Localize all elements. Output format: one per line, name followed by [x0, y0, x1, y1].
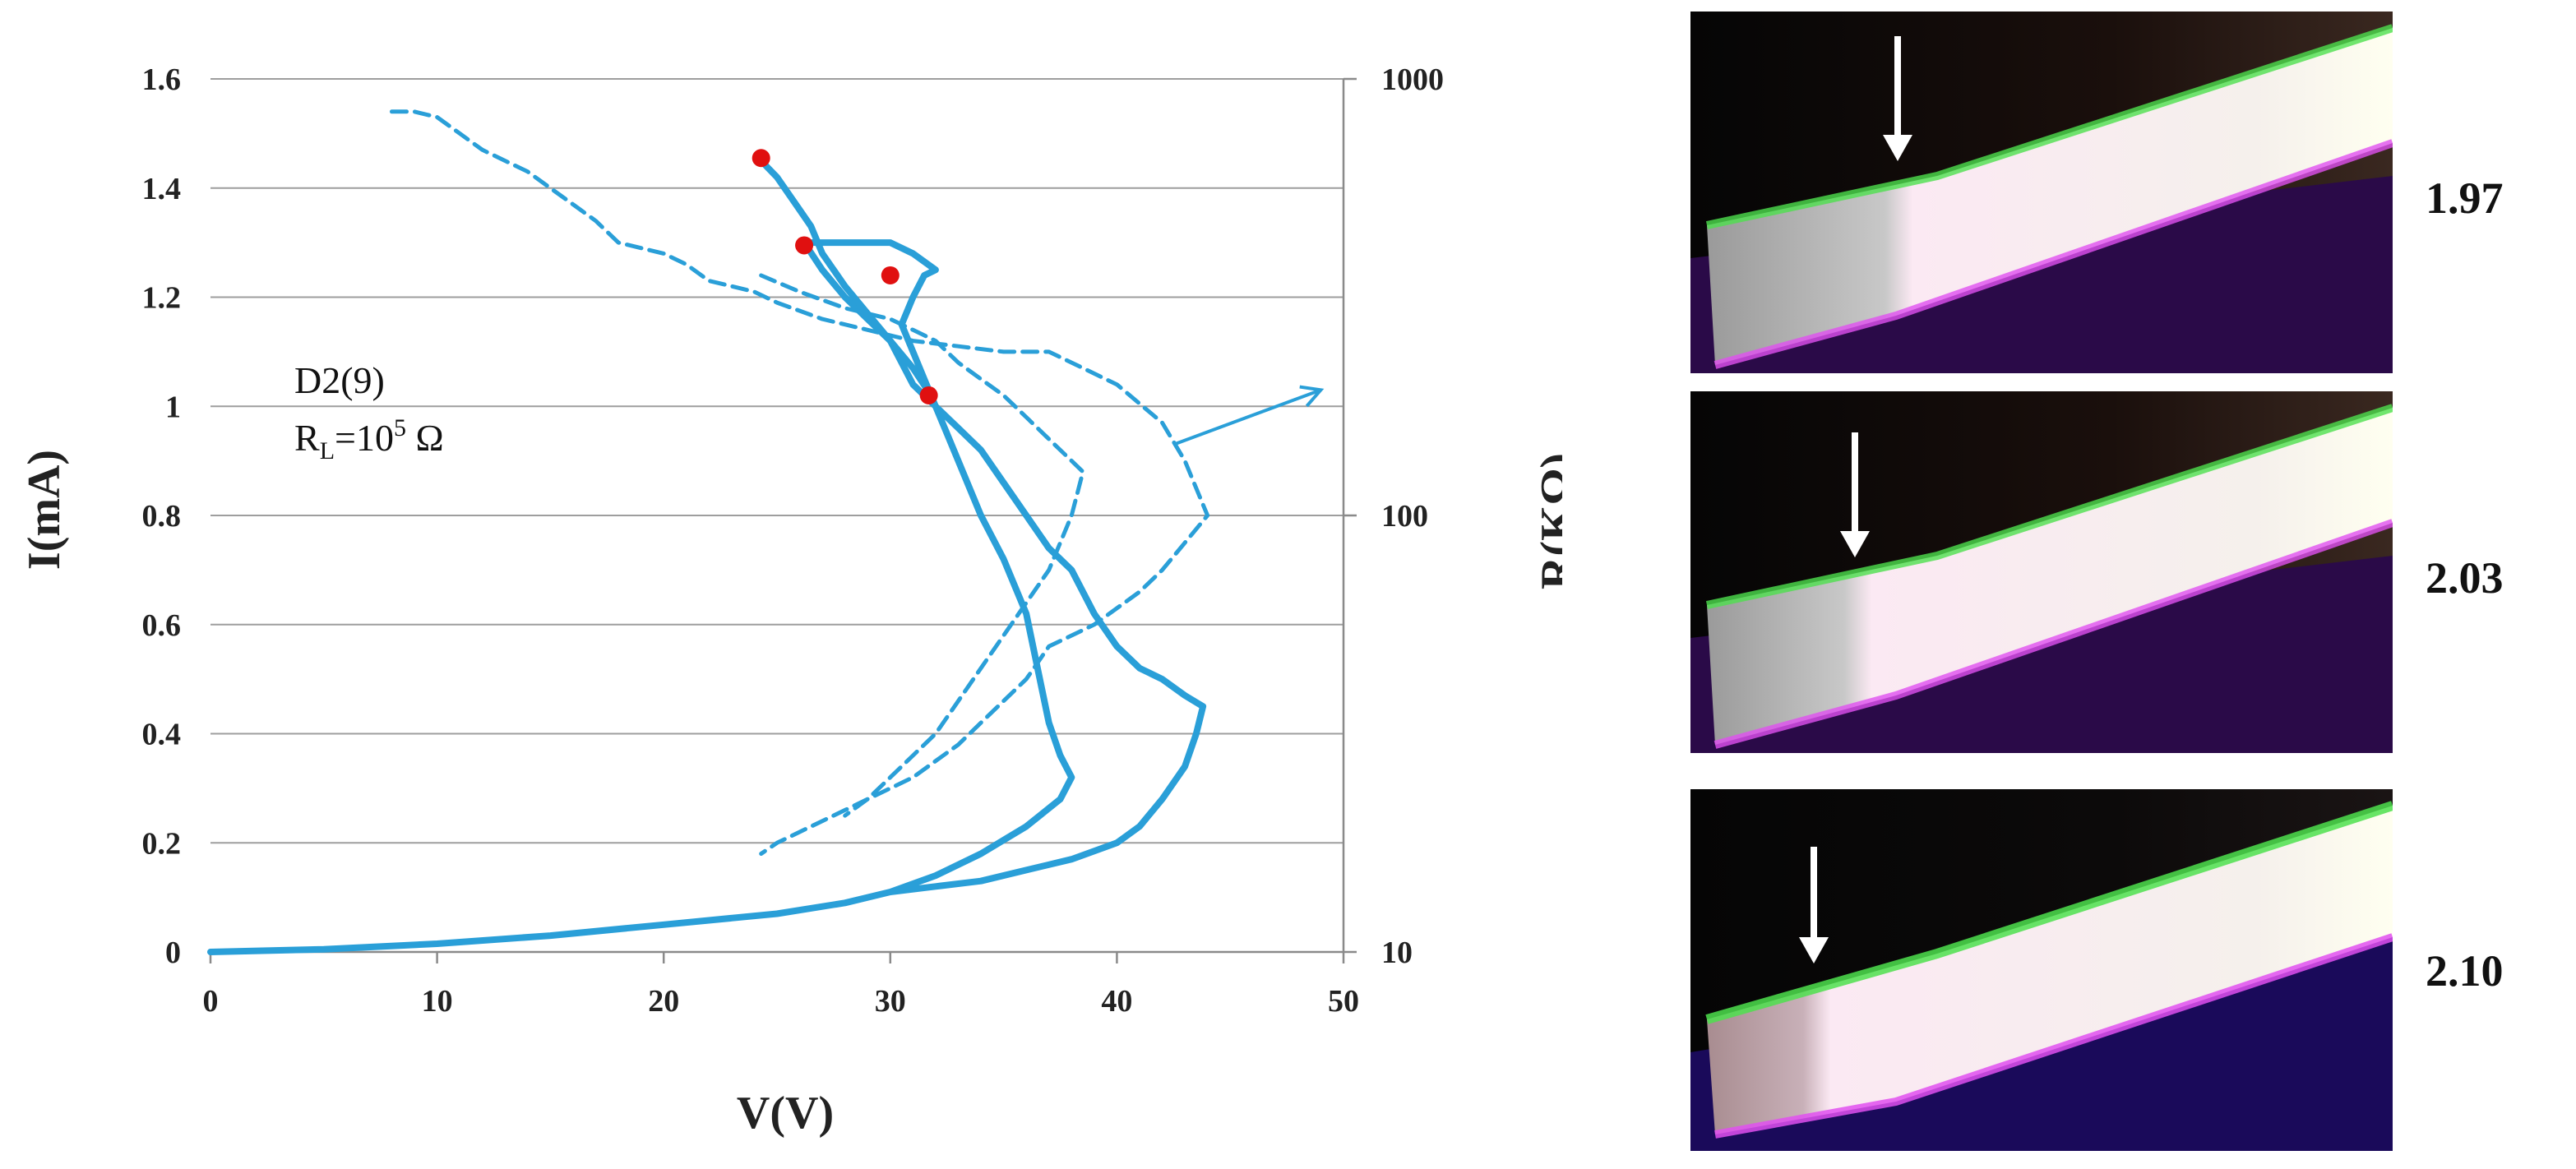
r-subscript: L: [320, 437, 335, 464]
r-equals: =10: [335, 417, 394, 459]
y2-tick-10: 10: [1381, 936, 1413, 970]
y-tick-1.2: 1.2: [142, 281, 182, 316]
r-symbol: R: [294, 417, 320, 459]
series-line-2: [390, 109, 1210, 856]
y2-tick-1000: 1000: [1381, 62, 1444, 97]
r-unit: Ω: [406, 417, 444, 459]
photo-2: [1690, 391, 2393, 753]
series-line-3: [759, 273, 1085, 818]
y-tick-0.2: 0.2: [142, 826, 182, 861]
y2-axis-title: R(KΩ): [1532, 453, 1562, 589]
y-tick-0.4: 0.4: [142, 718, 182, 752]
iv-chart: 0 0.2 0.4 0.6 0.8 1 1.2 1.4 1.6 0 10 20 30 40 50 10 100 1…: [19, 62, 1562, 1139]
x-axis-title: V(V): [737, 1088, 834, 1139]
series-line-1: [757, 157, 935, 399]
arrow-head: [1299, 385, 1325, 408]
gridlines: [210, 78, 1343, 844]
y-axis-title: I(mA): [19, 450, 70, 570]
photo-1: [1690, 12, 2393, 373]
x-tick-30: 30: [875, 984, 906, 1019]
y-tick-0: 0: [165, 936, 181, 970]
load-resistance-label: RL=105 Ω: [294, 414, 444, 464]
y-tick-0.6: 0.6: [142, 608, 182, 643]
x-tick-40: 40: [1101, 984, 1132, 1019]
x-tick-50: 50: [1328, 984, 1359, 1019]
x-tick-10: 10: [422, 984, 453, 1019]
y-tick-1.6: 1.6: [142, 62, 182, 97]
y-tick-0.8: 0.8: [142, 499, 182, 534]
axes: 0 0.2 0.4 0.6 0.8 1 1.2 1.4 1.6 0 10 20 30 40 50 10 100 1…: [142, 62, 1445, 1019]
photo-3: [1690, 789, 2393, 1151]
photo-label-3: 2.10: [2426, 946, 2504, 996]
device-label: D2(9): [294, 359, 385, 401]
series-line-0: [207, 239, 1207, 955]
arrow-group: [1172, 385, 1325, 446]
marker-point-0: [752, 149, 770, 168]
x-tick-20: 20: [648, 984, 679, 1019]
marker-point-1: [795, 236, 814, 255]
series-group: [207, 109, 1210, 955]
marker-point-3: [919, 386, 938, 404]
y2-tick-100: 100: [1381, 499, 1428, 534]
r-exponent: 5: [394, 414, 406, 441]
photo-label-2: 2.03: [2426, 553, 2504, 603]
photo-label-1: 1.97: [2426, 173, 2504, 223]
x-tick-0: 0: [203, 984, 219, 1019]
y-tick-1.4: 1.4: [142, 172, 182, 206]
y-tick-1: 1: [165, 390, 181, 424]
marker-point-2: [881, 266, 900, 284]
arrow-shaft: [1172, 388, 1322, 446]
marker-group: [752, 149, 938, 404]
